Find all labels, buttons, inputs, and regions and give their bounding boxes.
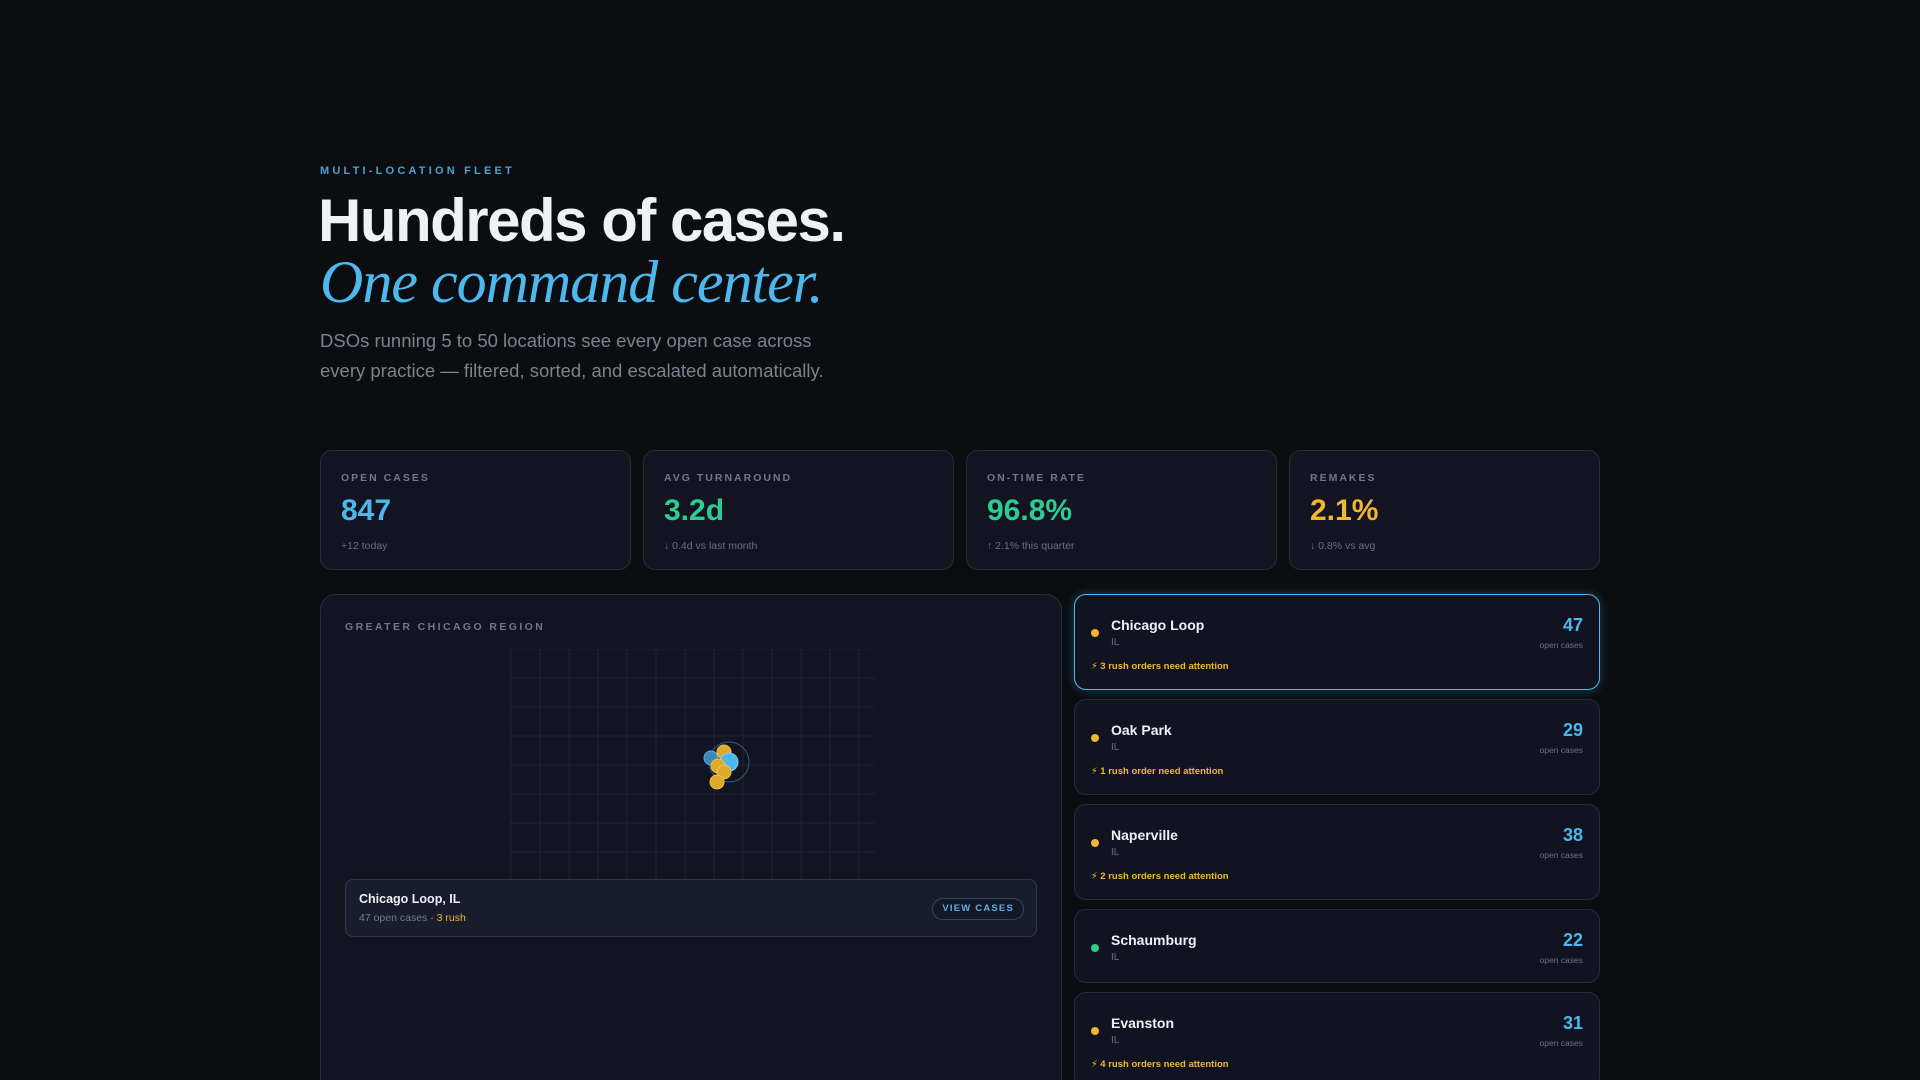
- open-case-count: 38: [1562, 825, 1583, 845]
- headline-italic: One command center.: [320, 249, 824, 315]
- region-label: GREATER CHICAGO REGION: [345, 621, 546, 633]
- view-cases-button[interactable]: VIEW CASES: [932, 898, 1024, 920]
- status-dot: [1091, 839, 1099, 847]
- stat-value: 3.2d: [664, 494, 725, 527]
- stats-row: OPEN CASES 847 +12 today AVG TURNAROUND …: [320, 450, 1600, 570]
- region-map[interactable]: [509, 649, 875, 879]
- stat-card-avg-turnaround: AVG TURNAROUND 3.2d ↓ 0.4d vs last month: [643, 450, 954, 570]
- open-case-count: 29: [1562, 720, 1583, 740]
- open-case-label: open cases: [1539, 640, 1583, 650]
- location-name: Schaumburg: [1111, 932, 1197, 948]
- location-card-schaumburg[interactable]: Schaumburg IL 22 open cases: [1074, 909, 1600, 983]
- status-dot: [1091, 734, 1099, 742]
- stat-note: +12 today: [341, 540, 388, 552]
- stat-note: ↑ 2.1% this quarter: [987, 540, 1075, 552]
- stat-value: 847: [341, 494, 392, 527]
- open-case-label: open cases: [1539, 955, 1583, 965]
- stat-card-on-time-rate: ON-TIME RATE 96.8% ↑ 2.1% this quarter: [966, 450, 1277, 570]
- open-case-label: open cases: [1539, 850, 1583, 860]
- location-card-chicago-loop[interactable]: Chicago Loop IL 47 open cases ⚡ 3 rush o…: [1074, 594, 1600, 690]
- popup-title: Chicago Loop, IL: [359, 892, 461, 906]
- location-popup: Chicago Loop, IL 47 open cases · 3 rush …: [345, 879, 1037, 937]
- popup-meta: 47 open cases · 3 rush: [359, 912, 1023, 924]
- stat-label: OPEN CASES: [341, 472, 430, 484]
- location-state: IL: [1111, 847, 1120, 858]
- stat-label: ON-TIME RATE: [987, 472, 1087, 484]
- rush-alert: ⚡ 1 rush order need attention: [1091, 766, 1224, 777]
- stat-label: REMAKES: [1310, 472, 1377, 484]
- map-marker-cluster[interactable]: [709, 774, 725, 790]
- stat-card-remakes: REMAKES 2.1% ↓ 0.8% vs avg: [1289, 450, 1600, 570]
- location-card-naperville[interactable]: Naperville IL 38 open cases ⚡ 2 rush ord…: [1074, 804, 1600, 900]
- map-grid: [509, 649, 875, 879]
- location-state: IL: [1111, 637, 1120, 648]
- location-name: Oak Park: [1111, 722, 1172, 738]
- stat-card-open-cases: OPEN CASES 847 +12 today: [320, 450, 631, 570]
- popup-open-cases: 47 open cases: [359, 912, 428, 924]
- popup-rush: 3 rush: [436, 912, 466, 924]
- location-name: Naperville: [1111, 827, 1178, 843]
- rush-alert: ⚡ 2 rush orders need attention: [1091, 871, 1229, 882]
- stat-note: ↓ 0.8% vs avg: [1310, 540, 1376, 552]
- open-case-count: 47: [1562, 615, 1583, 635]
- location-card-evanston[interactable]: Evanston IL 31 open cases ⚡ 4 rush order…: [1074, 992, 1600, 1080]
- region-map-panel: GREATER CHICAGO REGION: [320, 594, 1062, 1080]
- location-list: Chicago Loop IL 47 open cases ⚡ 3 rush o…: [1074, 594, 1600, 1080]
- open-case-label: open cases: [1539, 745, 1583, 755]
- open-case-count: 31: [1562, 1013, 1583, 1033]
- open-case-label: open cases: [1539, 1038, 1583, 1048]
- location-name: Chicago Loop: [1111, 617, 1205, 633]
- location-state: IL: [1111, 1035, 1120, 1046]
- rush-alert: ⚡ 4 rush orders need attention: [1091, 1059, 1229, 1070]
- location-state: IL: [1111, 952, 1120, 963]
- headline: Hundreds of cases.: [318, 187, 846, 254]
- stat-value: 2.1%: [1310, 494, 1379, 527]
- section-eyebrow: MULTI-LOCATION FLEET: [320, 165, 515, 177]
- location-state: IL: [1111, 742, 1120, 753]
- hero-subtitle: DSOs running 5 to 50 locations see every…: [320, 330, 824, 381]
- rush-alert: ⚡ 3 rush orders need attention: [1091, 661, 1229, 672]
- location-card-oak-park[interactable]: Oak Park IL 29 open cases ⚡ 1 rush order…: [1074, 699, 1600, 795]
- status-dot: [1091, 1027, 1099, 1035]
- stat-label: AVG TURNAROUND: [664, 472, 793, 484]
- stat-value: 96.8%: [987, 494, 1073, 527]
- status-dot: [1091, 944, 1099, 952]
- stat-note: ↓ 0.4d vs last month: [664, 540, 758, 552]
- status-dot: [1091, 629, 1099, 637]
- open-case-count: 22: [1562, 930, 1583, 950]
- location-name: Evanston: [1111, 1015, 1175, 1031]
- popup-separator: ·: [430, 912, 434, 924]
